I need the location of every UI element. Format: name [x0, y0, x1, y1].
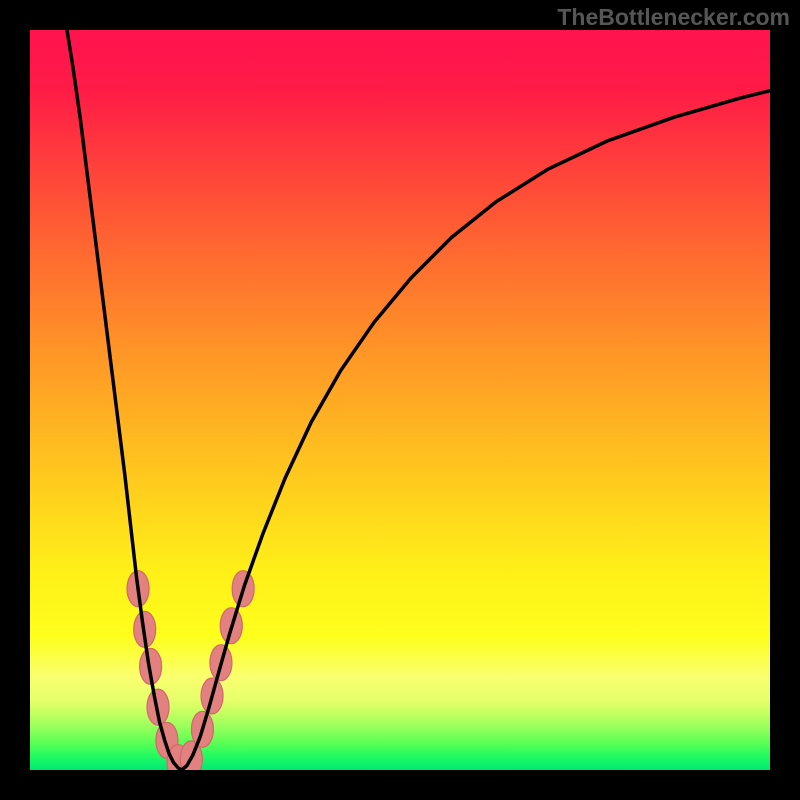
chart-container: TheBottlenecker.com	[0, 0, 800, 800]
watermark-text: TheBottlenecker.com	[557, 4, 790, 31]
bottleneck-chart	[0, 0, 800, 800]
